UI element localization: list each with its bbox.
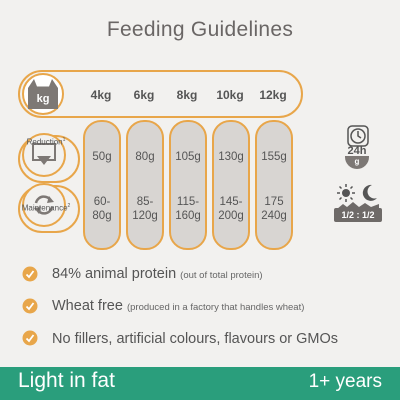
maintenance-value: 175 240g — [261, 196, 287, 222]
footer-banner: Light in fat 1+ years — [0, 367, 400, 400]
cycle-arrows-icon — [34, 195, 54, 215]
reduction-value: 80g — [135, 151, 155, 163]
cat-weight-badge: kg — [22, 73, 64, 115]
footer-age: 1+ years — [308, 371, 382, 392]
maintenance-value: 115- 160g — [175, 196, 201, 222]
column-pill-6kg — [126, 120, 164, 250]
reduction-value: 155g — [261, 151, 287, 163]
weight-header-row — [18, 70, 303, 118]
cat-kg-icon: kg — [28, 79, 58, 109]
weight-label: 6kg — [133, 88, 155, 102]
maintenance-value: 60- 80g — [92, 196, 112, 222]
check-icon — [22, 266, 38, 282]
sun-icon — [337, 184, 355, 202]
maintenance-label: Maintenance2 — [21, 203, 71, 213]
moon-icon — [362, 184, 377, 201]
column-pill-4kg — [83, 120, 121, 250]
clock-icon — [347, 125, 369, 147]
reduction-value: 130g — [218, 151, 244, 163]
column-pill-10kg — [212, 120, 250, 250]
reduction-arrow-icon — [32, 143, 56, 165]
column-pill-12kg — [255, 120, 293, 250]
weight-label: 8kg — [176, 88, 198, 102]
reduction-value: 105g — [175, 151, 201, 163]
reduction-label: Reduction1 — [26, 137, 66, 147]
reduction-value: 50g — [92, 151, 112, 163]
daily-period: 24h — [347, 145, 367, 157]
maintenance-icon-circle — [22, 183, 66, 227]
maintenance-value: 85- 120g — [132, 196, 158, 222]
reduction-icon-circle — [22, 133, 66, 177]
column-pill-8kg — [169, 120, 207, 250]
feature-wheat-free: Wheat free (produced in a factory that h… — [52, 298, 305, 314]
weight-label: 12kg — [259, 88, 287, 102]
feature-protein: 84% animal protein (out of total protein… — [52, 266, 263, 282]
check-icon — [22, 330, 38, 346]
weight-label: 4kg — [90, 88, 112, 102]
split-portions: 1/2 : 1/2 — [334, 208, 382, 222]
maintenance-value: 145- 200g — [218, 196, 244, 222]
check-icon — [22, 298, 38, 314]
footer-tagline: Light in fat — [18, 369, 115, 392]
bowl-icon: g — [345, 156, 369, 169]
feature-no-fillers: No fillers, artificial colours, flavours… — [52, 331, 339, 347]
day-night-skyline-icon — [337, 202, 379, 209]
weight-label: 10kg — [216, 88, 244, 102]
page-title: Feeding Guidelines — [106, 18, 294, 41]
